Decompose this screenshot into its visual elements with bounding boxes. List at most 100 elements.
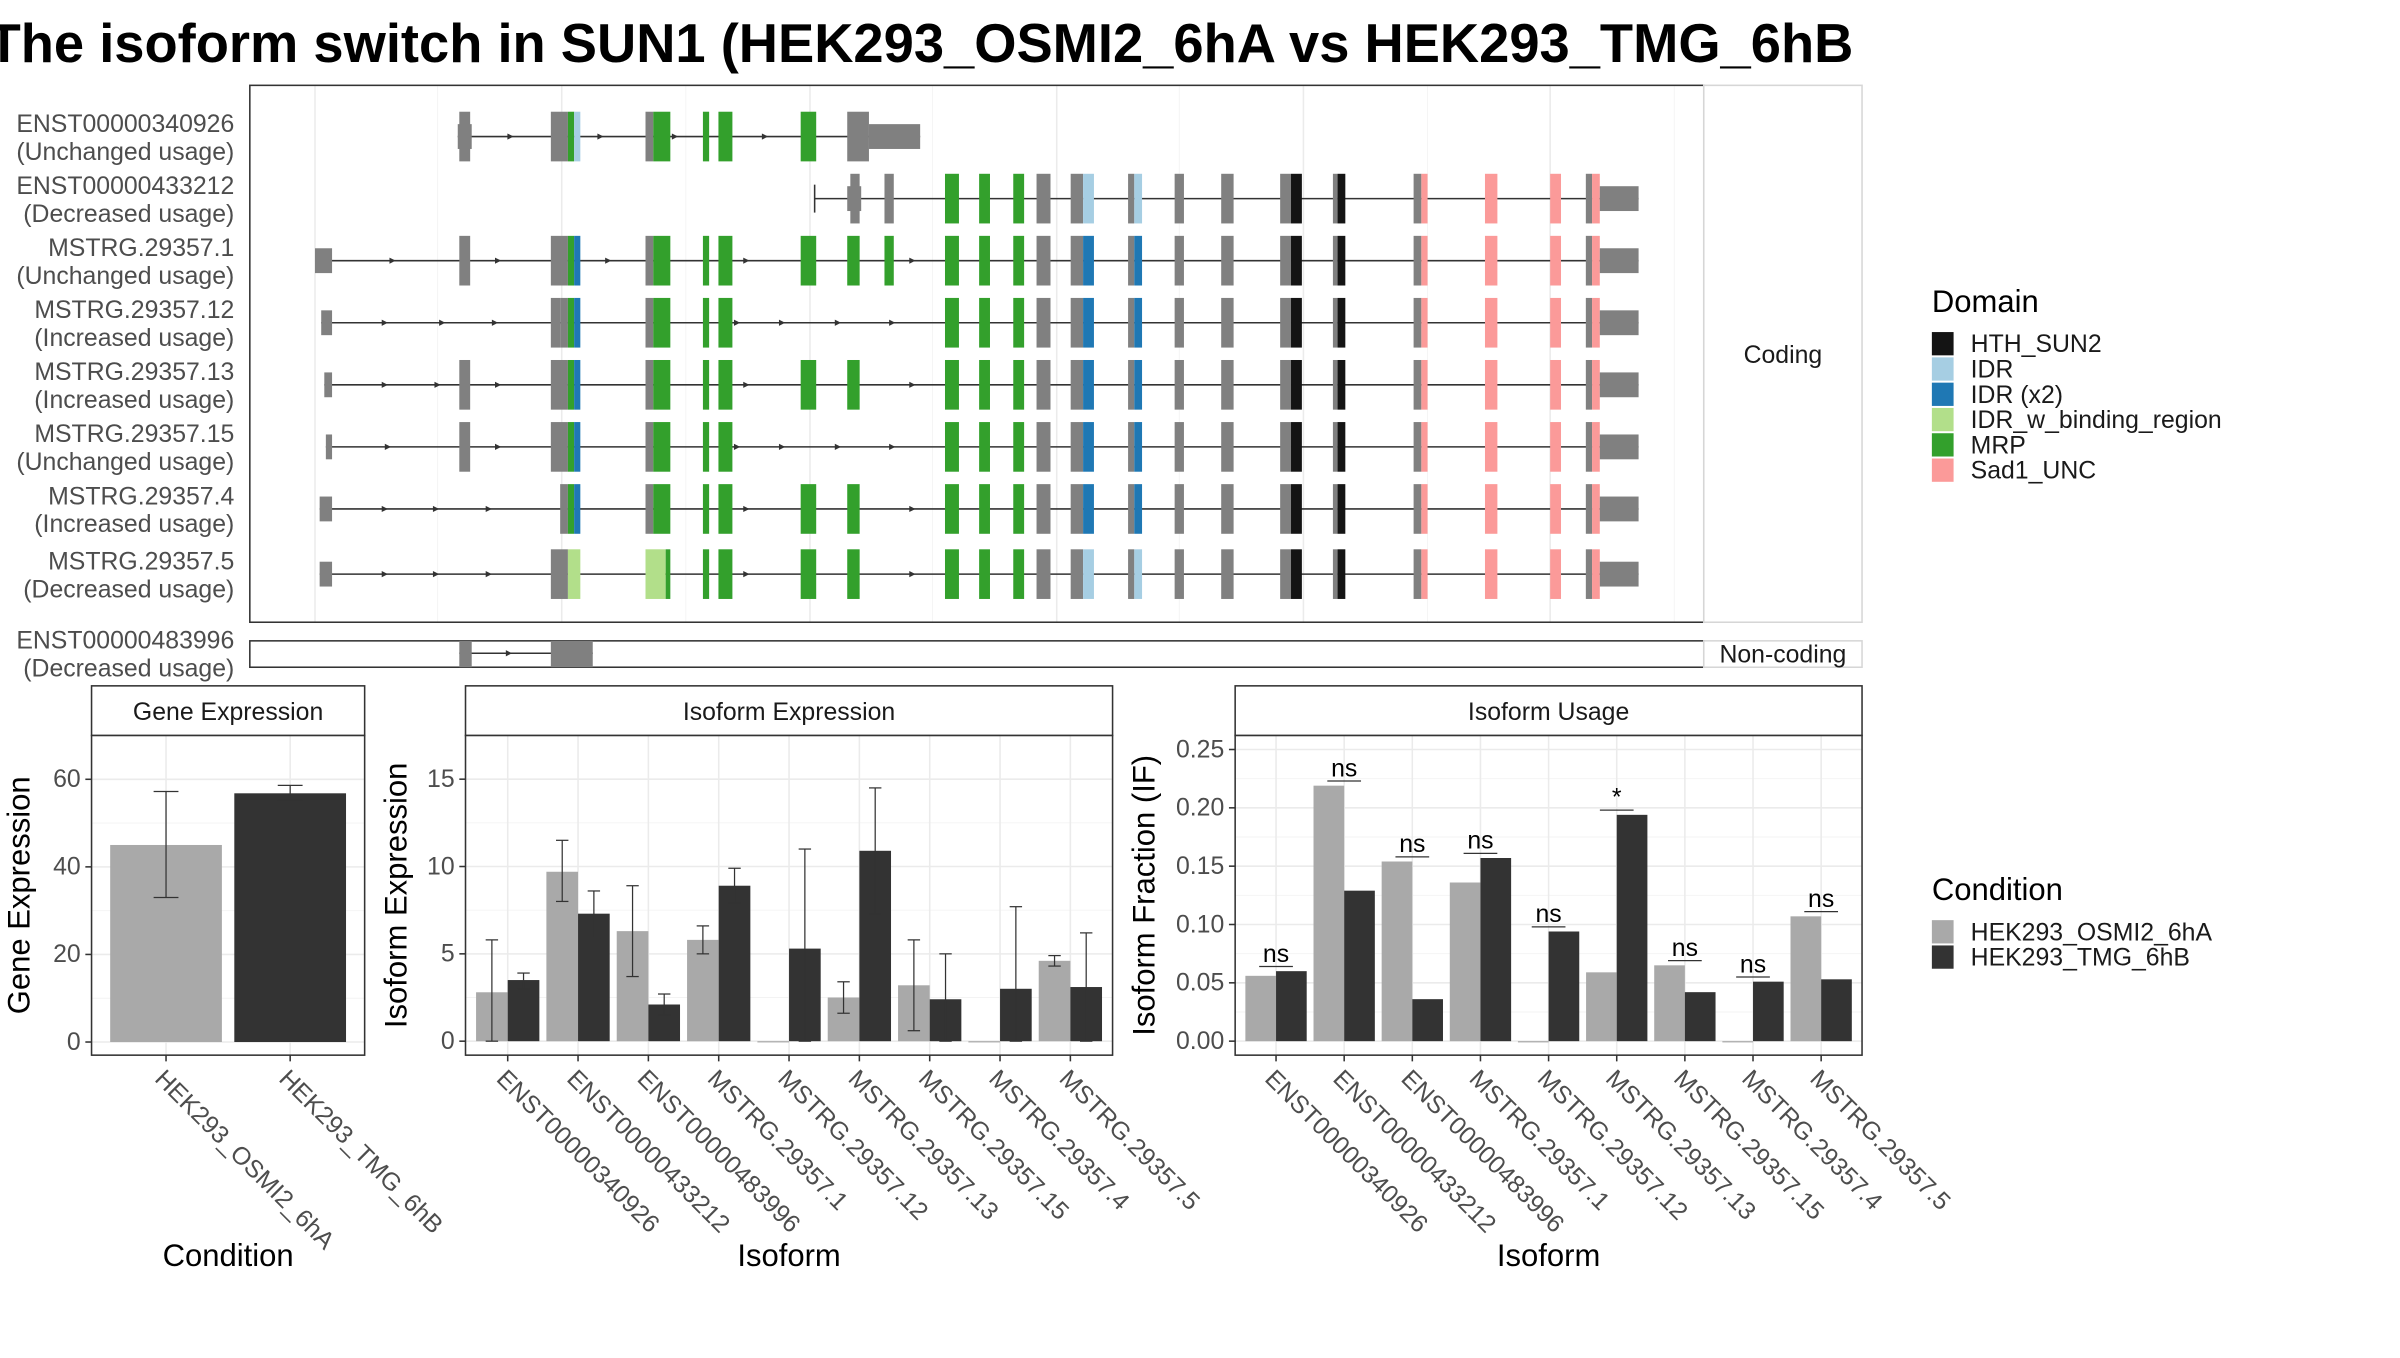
- exon-block: [1280, 235, 1292, 286]
- exon-block: [567, 484, 575, 534]
- legend-label: HTH_SUN2: [1971, 331, 2102, 358]
- exon-block: [718, 111, 733, 162]
- exon-block: [1013, 422, 1025, 472]
- exon-block: [1332, 549, 1338, 599]
- exon-block: [1174, 297, 1184, 348]
- exon-block: [1585, 297, 1593, 348]
- condition-legend-title: Condition: [1932, 872, 2063, 907]
- intron-arrow: [778, 443, 786, 450]
- intron-arrow: [432, 505, 440, 513]
- bar: [1245, 975, 1277, 1042]
- isoform-name-label: MSTRG.29357.4: [48, 483, 234, 510]
- exon-block: [944, 297, 959, 348]
- exon-block: [1070, 297, 1084, 348]
- exon-block: [1036, 235, 1051, 286]
- exon-block: [653, 359, 671, 410]
- exon-block: [1036, 297, 1051, 348]
- intron-arrow: [743, 505, 750, 513]
- exon-block: [1337, 484, 1346, 534]
- bar: [1616, 814, 1648, 1042]
- significance-label: *: [1612, 785, 1622, 812]
- bar: [1821, 979, 1852, 1042]
- x-axis-title: Isoform: [1497, 1238, 1600, 1273]
- exon-block: [1280, 422, 1292, 472]
- intron-arrow: [439, 319, 446, 326]
- exon-block: [1337, 422, 1346, 472]
- exon-block: [1036, 173, 1051, 224]
- y-tick-label: 0: [441, 1028, 455, 1055]
- exon-block: [884, 235, 894, 286]
- exon-block: [560, 297, 568, 348]
- exon-block: [567, 111, 575, 162]
- exon-block: [1221, 235, 1234, 286]
- exon-block: [645, 297, 654, 348]
- exon-block: [1221, 422, 1234, 472]
- exon-block: [653, 111, 671, 162]
- exon-block: [459, 111, 471, 162]
- exon-block: [567, 359, 575, 410]
- exon-block: [1174, 484, 1184, 534]
- exon-block: [1592, 173, 1600, 224]
- exon-block: [459, 359, 471, 410]
- exon-block: [1070, 422, 1084, 472]
- intron-arrow: [494, 257, 502, 264]
- legend-key: [1931, 945, 1954, 969]
- exon-block: [645, 359, 654, 410]
- significance-label: ns: [1399, 831, 1425, 858]
- exon-block: [1128, 173, 1135, 224]
- exon-block: [1291, 173, 1302, 224]
- exon-block: [1134, 422, 1143, 472]
- x-axis-title: Isoform: [737, 1238, 840, 1273]
- exon-block: [645, 549, 666, 599]
- exon-block: [1291, 549, 1302, 599]
- facet-strip: [464, 685, 1114, 737]
- exon-block: [550, 111, 568, 162]
- exon-block: [1036, 422, 1051, 472]
- exon-block: [550, 422, 568, 472]
- exon-block: [645, 422, 654, 472]
- exon-block: [718, 484, 733, 534]
- intron-arrow: [384, 443, 392, 450]
- intron-arrow: [505, 650, 513, 657]
- exon-block: [574, 484, 581, 534]
- exon-block: [1070, 359, 1084, 410]
- exon-block: [718, 549, 733, 599]
- significance-label: ns: [1740, 951, 1766, 978]
- isoform-structure-panel: CodingNon-codingENST00000340926(Unchange…: [16, 84, 1863, 683]
- y-tick-label: 0.10: [1176, 911, 1224, 938]
- y-axis-title: Isoform Fraction (IF): [1126, 755, 1161, 1036]
- intron-arrow: [909, 381, 916, 388]
- exon-block: [1291, 422, 1302, 472]
- exon-block: [567, 422, 575, 472]
- exon-block: [1070, 549, 1084, 599]
- figure-title: The isoform switch in SUN1 (HEK293_OSMI2…: [0, 13, 1853, 74]
- legend-key: [1931, 332, 1954, 356]
- exon-block: [944, 173, 959, 224]
- noncoding-panel-border: [249, 640, 1705, 669]
- exon-block: [1592, 359, 1600, 410]
- exon-block: [653, 484, 671, 534]
- exon-block: [550, 359, 568, 410]
- domain-legend-title: Domain: [1932, 284, 2039, 319]
- bar: [1381, 861, 1413, 1042]
- exon-block: [1592, 297, 1600, 348]
- exon-block: [550, 549, 568, 599]
- significance-label: ns: [1672, 935, 1698, 962]
- exon-block: [1585, 422, 1593, 472]
- exon-block: [944, 359, 959, 410]
- noncoding-facet-strip: [1702, 640, 1863, 669]
- intron-arrow: [494, 381, 502, 388]
- exon-block: [1221, 359, 1234, 410]
- intron-arrow: [434, 381, 441, 388]
- exon-block: [1413, 549, 1422, 599]
- legend-key: [1931, 433, 1954, 457]
- exon-block: [1332, 235, 1338, 286]
- exon-block: [1550, 484, 1562, 534]
- exon-block: [1134, 173, 1143, 224]
- exon-block: [979, 422, 990, 472]
- isoform-usage-label: (Unchanged usage): [16, 449, 234, 476]
- exon-block: [1413, 297, 1422, 348]
- intron-arrow: [909, 505, 916, 513]
- exon-block: [1484, 297, 1498, 348]
